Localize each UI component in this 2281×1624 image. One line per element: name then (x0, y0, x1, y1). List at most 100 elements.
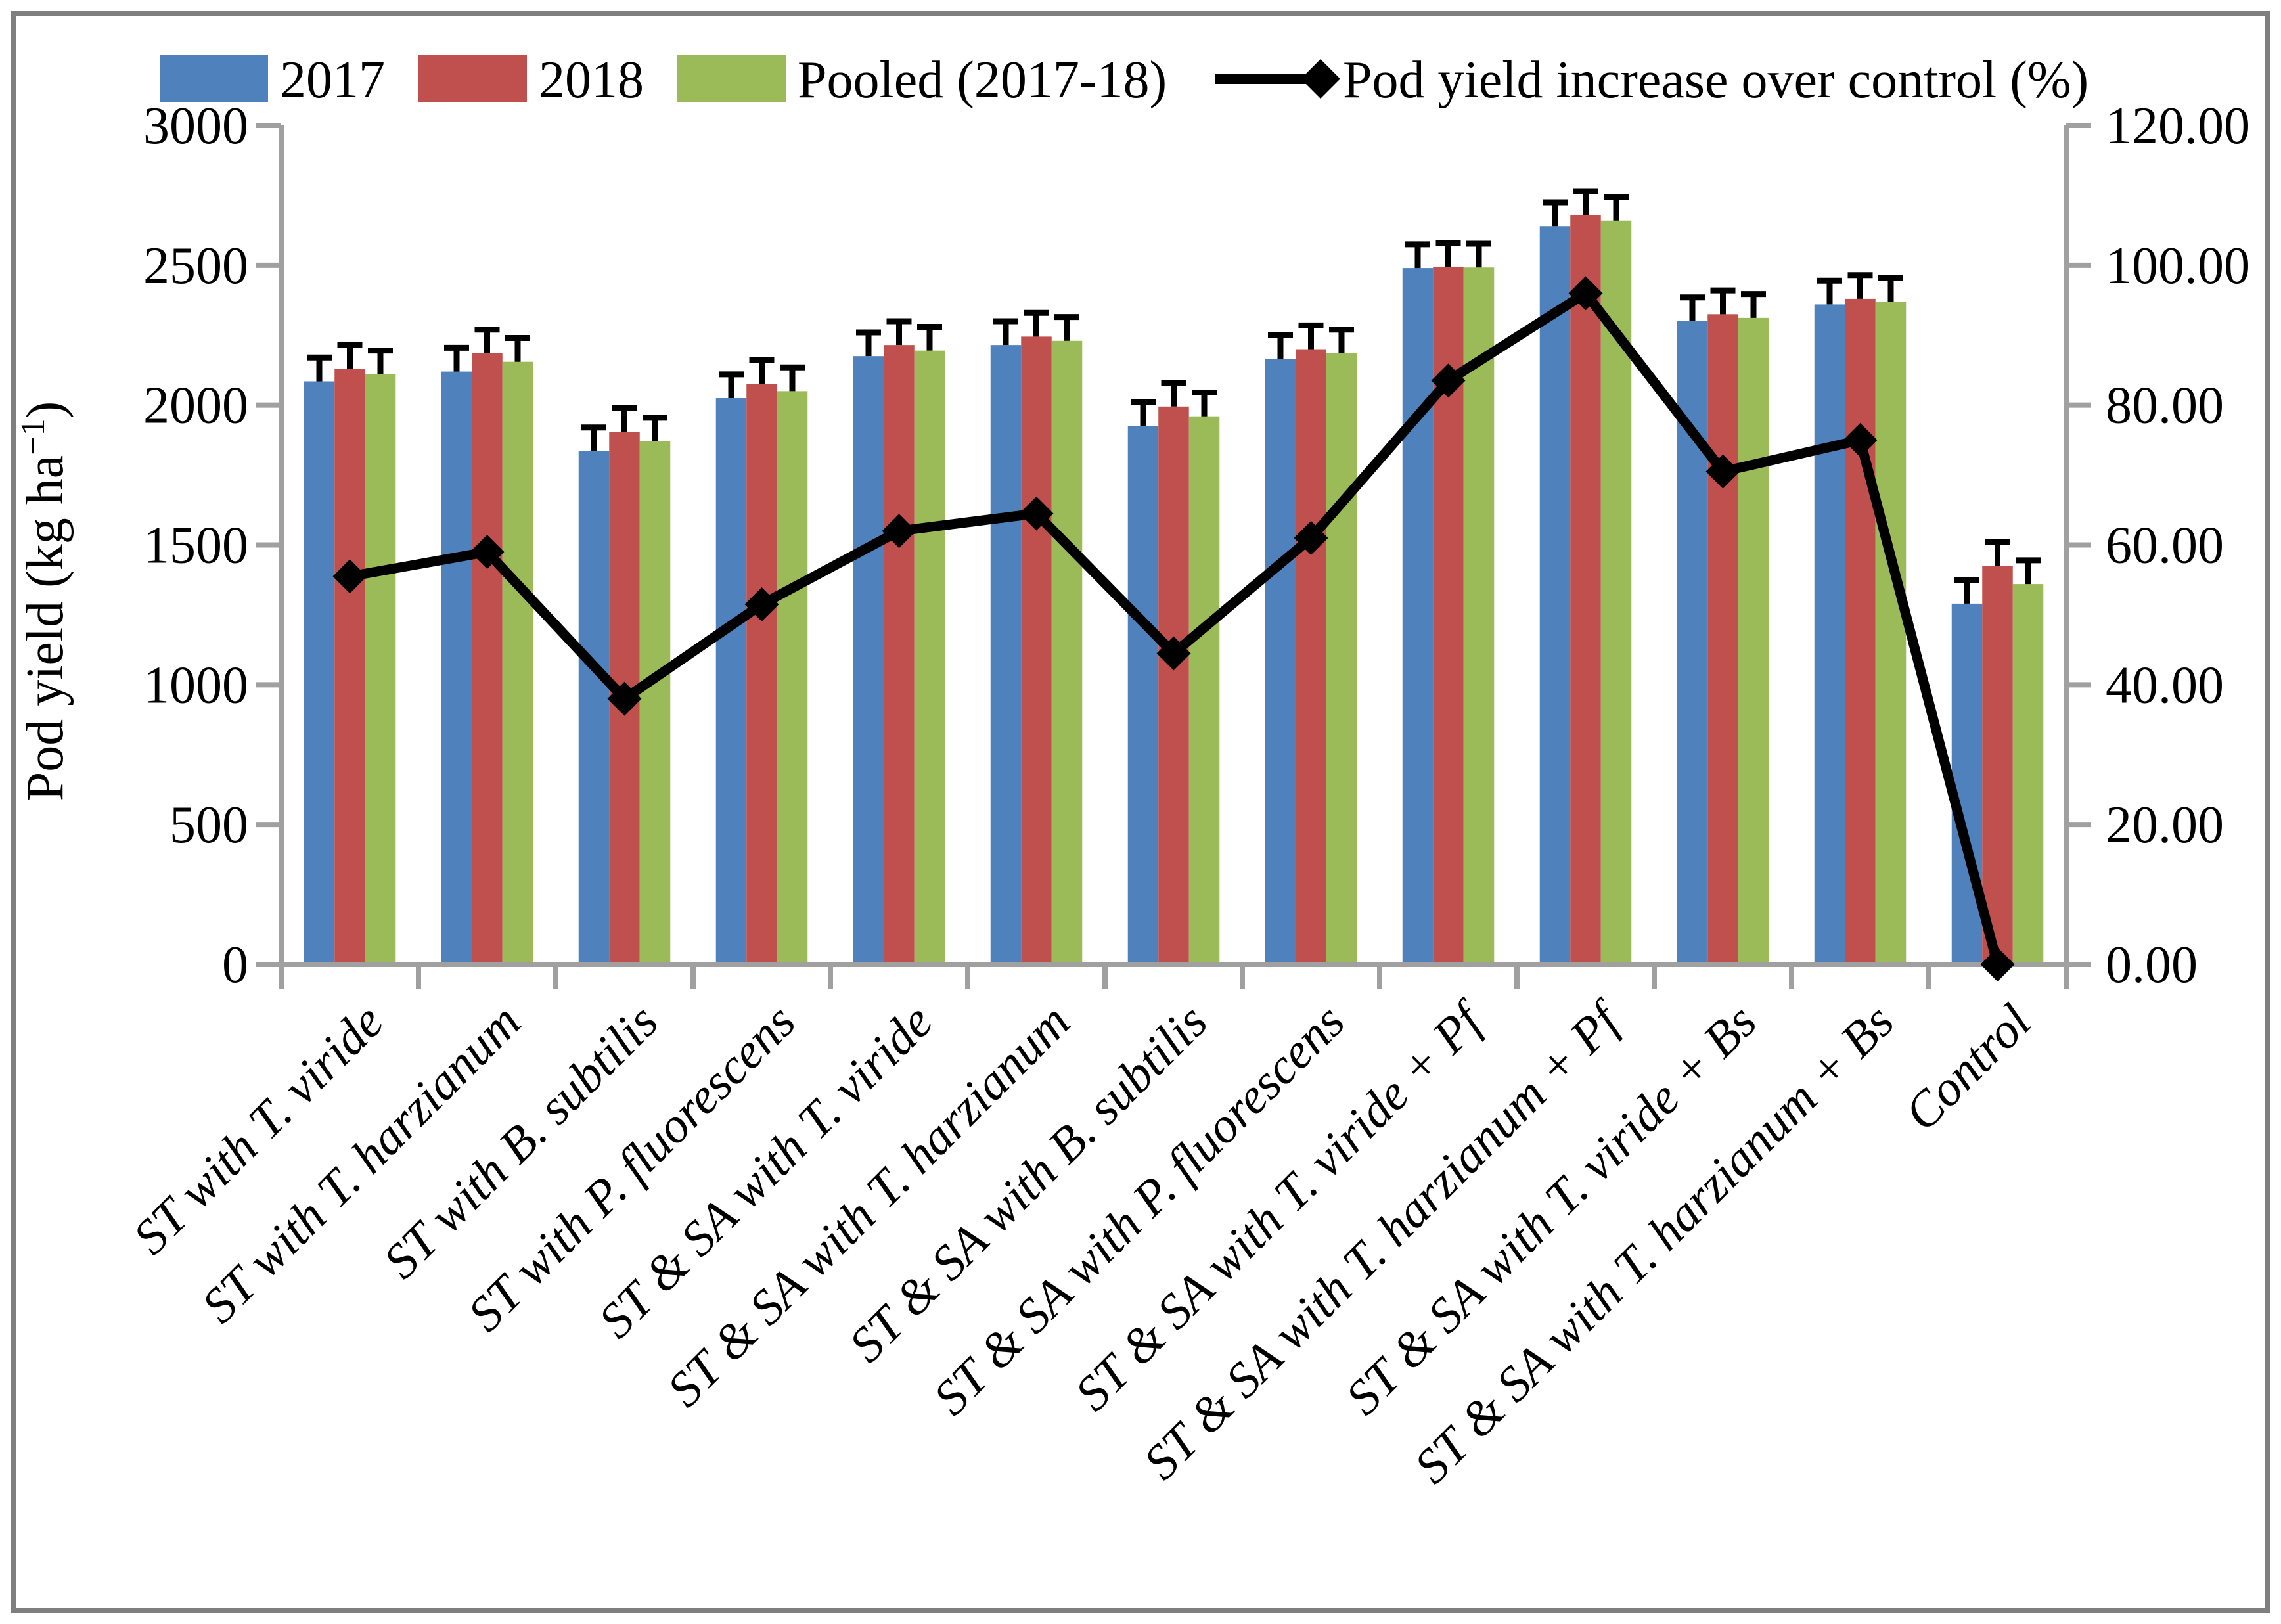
error-bar (1847, 272, 1873, 299)
bar-Pooled (2017-18)-4 (914, 350, 945, 964)
line-markers (332, 276, 2015, 981)
diamond-marker (1568, 276, 1603, 311)
error-bar (1131, 399, 1156, 426)
bar-2017-7 (1265, 359, 1296, 964)
y2-tick-label: 40.00 (2106, 656, 2224, 714)
bar-Pooled (2017-18)-7 (1326, 353, 1357, 964)
error-bar (1268, 332, 1293, 359)
y-axis-title: Pod yield (kg ha−1) (14, 401, 74, 801)
error-bar (2016, 557, 2041, 585)
legend-diamond-icon (1301, 59, 1340, 99)
bar-2017-2 (578, 451, 610, 964)
error-bar (1161, 380, 1186, 407)
legend-label: 2017 (280, 51, 385, 109)
bar-Pooled (2017-18)-5 (1051, 340, 1083, 964)
legend: 2017 2018 Pooled (2017-18) Pod yield increa… (160, 51, 2089, 109)
error-bar (612, 405, 637, 432)
error-bar (1024, 309, 1049, 337)
bar-2017-8 (1402, 268, 1434, 965)
error-bar (337, 342, 363, 369)
y-tick-label: 0 (222, 936, 248, 994)
bar-Pooled (2017-18)-8 (1463, 267, 1495, 965)
diamond-marker (607, 681, 642, 716)
error-bars (307, 188, 2041, 604)
diamond-marker (1980, 947, 2015, 981)
legend-swatch-2018 (418, 55, 527, 102)
bars (304, 215, 2044, 965)
legend-label: 2018 (539, 51, 644, 109)
diamond-marker (882, 514, 916, 549)
y2-tick-label: 120.00 (2106, 97, 2250, 155)
legend-swatch-2017 (160, 55, 268, 102)
bar-Pooled (2017-18)-1 (502, 361, 533, 964)
bar-Pooled (2017-18)-12 (2012, 584, 2044, 964)
diamond-marker (1843, 422, 1878, 457)
y-tick-label: 500 (169, 796, 248, 854)
error-bar (505, 335, 530, 362)
bar-2018-3 (746, 384, 777, 964)
legend-swatch-Pooled (2017-18) (677, 55, 786, 102)
bar-2017-0 (304, 381, 335, 964)
bar-2018-6 (1158, 406, 1189, 964)
bar-2017-9 (1539, 226, 1571, 964)
tick-labels: 0 500 1000 1500 2000 2500 3000 0.00 20.00 40.00 60… (143, 97, 2250, 994)
error-bar (1543, 199, 1568, 227)
legend-label: Pooled (2017-18) (798, 51, 1167, 109)
error-bar (993, 318, 1018, 346)
error-bar (886, 318, 912, 346)
diamond-marker (1294, 520, 1328, 555)
error-bar (581, 424, 606, 451)
bar-2018-11 (1845, 298, 1876, 964)
error-bar (1573, 188, 1598, 215)
error-bar (1817, 277, 1842, 305)
bar-2018-1 (472, 353, 503, 964)
bar-2018-12 (1982, 566, 2013, 964)
axes (256, 123, 2091, 989)
error-bar (1054, 314, 1079, 341)
y2-tick-label: 60.00 (2106, 517, 2224, 575)
error-bar (1741, 291, 1766, 318)
error-bar (780, 364, 805, 392)
y2-tick-label: 0.00 (2106, 936, 2198, 994)
series-2017 (304, 226, 1983, 965)
diamond-marker (1705, 454, 1740, 489)
error-bar (719, 371, 744, 399)
bar-2018-0 (334, 369, 365, 964)
y-tick-label: 2000 (143, 377, 248, 435)
bar-2017-11 (1814, 304, 1845, 965)
bar-Pooled (2017-18)-2 (639, 441, 671, 964)
bar-2018-10 (1707, 314, 1738, 964)
x-category-label: Control (1894, 994, 2042, 1142)
y-tick-label: 3000 (143, 97, 248, 155)
legend-label: Pod yield increase over control (%) (1343, 51, 2089, 109)
bar-Pooled (2017-18)-3 (777, 391, 808, 964)
bar-2017-1 (441, 371, 472, 964)
y-tick-label: 2500 (143, 237, 248, 295)
error-bar (1405, 241, 1430, 269)
diamond-marker (470, 535, 505, 570)
error-bar (307, 354, 332, 382)
error-bar (1680, 294, 1705, 321)
bar-Pooled (2017-18)-6 (1188, 416, 1220, 964)
bar-Pooled (2017-18)-0 (365, 374, 396, 964)
bar-Pooled (2017-18)-10 (1738, 317, 1769, 965)
bar-2018-7 (1296, 349, 1326, 964)
bar-Pooled (2017-18)-11 (1875, 302, 1907, 964)
diamond-marker (1431, 363, 1466, 398)
error-bar (444, 344, 469, 372)
bar-2017-12 (1951, 603, 1983, 964)
diamond-marker (1156, 636, 1191, 671)
y2-tick-label: 20.00 (2106, 796, 2224, 854)
bar-2017-3 (715, 398, 747, 964)
error-bar (749, 357, 775, 384)
error-bar (917, 323, 942, 351)
y-tick-label: 1500 (143, 517, 248, 575)
bar-2018-5 (1021, 336, 1052, 964)
error-bar (1985, 539, 2010, 566)
diamond-marker (1019, 496, 1054, 531)
bar-2017-4 (853, 356, 884, 964)
error-bar (1192, 390, 1217, 417)
